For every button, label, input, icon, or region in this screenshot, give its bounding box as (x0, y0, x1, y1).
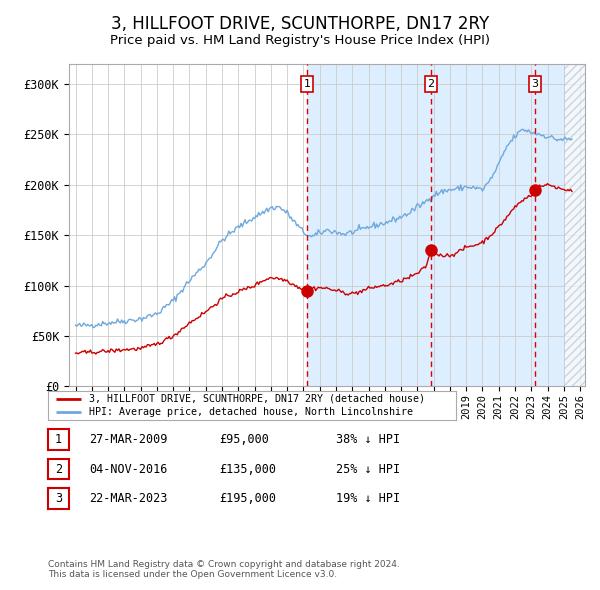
Text: 3: 3 (532, 79, 538, 89)
Text: 2: 2 (427, 79, 434, 89)
Text: 3, HILLFOOT DRIVE, SCUNTHORPE, DN17 2RY (detached house): 3, HILLFOOT DRIVE, SCUNTHORPE, DN17 2RY … (89, 394, 425, 404)
Text: 25% ↓ HPI: 25% ↓ HPI (336, 463, 400, 476)
Text: £195,000: £195,000 (219, 492, 276, 505)
Text: 22-MAR-2023: 22-MAR-2023 (89, 492, 167, 505)
Text: 27-MAR-2009: 27-MAR-2009 (89, 433, 167, 446)
Text: Price paid vs. HM Land Registry's House Price Index (HPI): Price paid vs. HM Land Registry's House … (110, 34, 490, 47)
Text: 04-NOV-2016: 04-NOV-2016 (89, 463, 167, 476)
Text: £135,000: £135,000 (219, 463, 276, 476)
Text: HPI: Average price, detached house, North Lincolnshire: HPI: Average price, detached house, Nort… (89, 407, 413, 417)
Text: £95,000: £95,000 (219, 433, 269, 446)
Bar (307, 64, 588, 386)
Text: 3, HILLFOOT DRIVE, SCUNTHORPE, DN17 2RY: 3, HILLFOOT DRIVE, SCUNTHORPE, DN17 2RY (111, 15, 489, 32)
Bar (564, 64, 588, 386)
Text: Contains HM Land Registry data © Crown copyright and database right 2024.
This d: Contains HM Land Registry data © Crown c… (48, 560, 400, 579)
Text: 3: 3 (55, 492, 62, 505)
Text: 19% ↓ HPI: 19% ↓ HPI (336, 492, 400, 505)
Text: 38% ↓ HPI: 38% ↓ HPI (336, 433, 400, 446)
Text: 2: 2 (55, 463, 62, 476)
Text: 1: 1 (304, 79, 311, 89)
Text: 1: 1 (55, 433, 62, 446)
